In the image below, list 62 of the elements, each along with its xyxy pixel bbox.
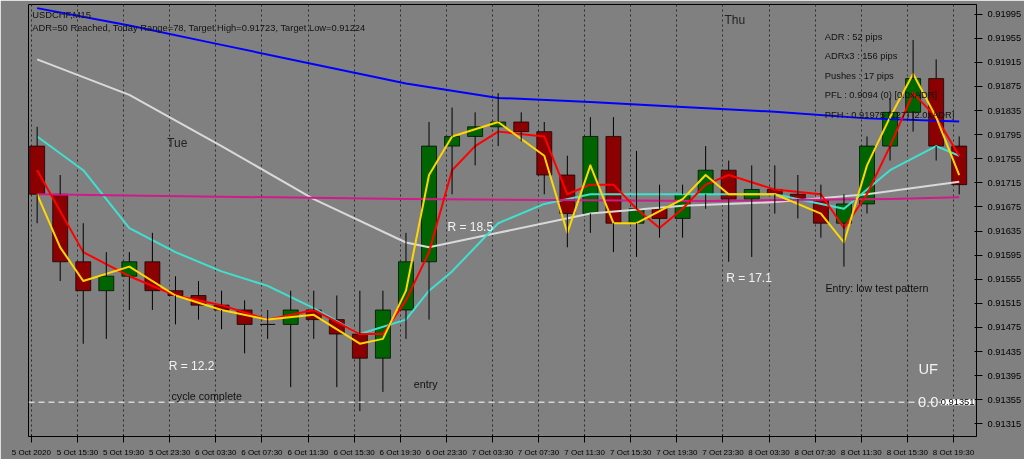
x-tick-label: 6 Oct 23:30 bbox=[425, 447, 468, 457]
y-tick-label: 0.91755 bbox=[987, 153, 1022, 164]
y-tick-label: 0.91675 bbox=[987, 201, 1022, 212]
x-tick-label: 5 Oct 19:30 bbox=[102, 447, 145, 457]
annotation: ADR=50 Reached, Today Range=78, Target High=0.91723, Target Low=0.91224 bbox=[32, 23, 366, 34]
x-tick-label: 6 Oct 11:30 bbox=[287, 447, 329, 457]
x-tick-label: 7 Oct 03:30 bbox=[471, 447, 514, 457]
y-tick-label: 0.91795 bbox=[987, 129, 1022, 140]
candlestick bbox=[259, 309, 276, 340]
annotation: 0.0 bbox=[917, 393, 939, 410]
annotation: Thu bbox=[724, 12, 746, 27]
annotation: Entry: low test pattern bbox=[825, 281, 929, 294]
annotation: Pushes : 17 pips bbox=[824, 70, 895, 81]
annotation: entry bbox=[413, 378, 439, 391]
x-tick-label: 5 Oct 15:30 bbox=[56, 447, 99, 457]
y-tick-label: 0.91715 bbox=[987, 177, 1022, 188]
y-tick-label: 0.91995 bbox=[987, 9, 1022, 20]
x-tick-label: 5 Oct 2020 bbox=[11, 447, 52, 457]
annotation: R = 12.2 bbox=[168, 359, 215, 374]
y-tick-label: 0.91635 bbox=[987, 226, 1022, 237]
y-tick-label: 0.91955 bbox=[987, 33, 1022, 44]
x-tick-label: 7 Oct 19:30 bbox=[656, 447, 699, 457]
x-tick-label: 7 Oct 11:30 bbox=[564, 447, 606, 457]
line-series bbox=[36, 193, 961, 202]
candlestick bbox=[352, 290, 368, 412]
x-tick-label: 7 Oct 15:30 bbox=[610, 447, 652, 457]
y-tick-label: 0.91515 bbox=[987, 298, 1022, 309]
x-tick-label: 6 Oct 03:30 bbox=[195, 447, 238, 457]
x-tick-label: 5 Oct 23:30 bbox=[149, 447, 191, 457]
x-tick-label: 8 Oct 19:30 bbox=[932, 447, 975, 457]
annotation: Tue bbox=[167, 136, 188, 151]
candlestick bbox=[98, 251, 115, 340]
y-tick-label: 0.91835 bbox=[987, 105, 1022, 116]
y-tick-label: 0.91595 bbox=[987, 250, 1022, 261]
x-tick-label: 8 Oct 03:30 bbox=[748, 447, 791, 457]
annotation: PFL : 0.9094 (0) [0.0xADR] bbox=[824, 90, 937, 101]
annotation: R = 17.1 bbox=[726, 270, 773, 285]
x-tick-label: 6 Oct 15:30 bbox=[333, 447, 376, 457]
x-tick-label: 8 Oct 15:30 bbox=[886, 447, 929, 457]
annotation: R = 18.5 bbox=[447, 220, 494, 235]
x-tick-label: 7 Oct 23:30 bbox=[702, 447, 745, 457]
line-series bbox=[36, 135, 961, 336]
y-tick-label: 0.91435 bbox=[987, 346, 1022, 357]
x-tick-label: 8 Oct 11:30 bbox=[840, 447, 883, 457]
annotation: ADR : 52 pips bbox=[824, 31, 883, 42]
y-tick-label: 0.91555 bbox=[987, 274, 1022, 285]
candlestick bbox=[513, 111, 530, 142]
y-tick-label: 0.91355 bbox=[987, 394, 1022, 405]
y-tick-label: 0.91475 bbox=[987, 322, 1022, 333]
y-tick-label: 0.91315 bbox=[987, 418, 1022, 429]
annotation: UF bbox=[918, 361, 938, 378]
x-tick-label: 7 Oct 07:30 bbox=[517, 447, 560, 457]
y-tick-label: 0.91395 bbox=[987, 370, 1022, 381]
x-tick-label: 8 Oct 07:30 bbox=[794, 447, 837, 457]
y-tick-label: 0.91875 bbox=[987, 81, 1022, 92]
x-tick-label: 6 Oct 19:30 bbox=[379, 447, 422, 457]
y-tick-label: 0.91915 bbox=[987, 57, 1022, 68]
ref-line-label: 0.91351 bbox=[940, 397, 975, 408]
candlestick bbox=[75, 222, 92, 345]
annotation: cycle complete bbox=[171, 389, 243, 402]
x-tick-label: 6 Oct 07:30 bbox=[241, 447, 284, 457]
annotation: ADRx3 : 156 pips bbox=[824, 51, 898, 62]
